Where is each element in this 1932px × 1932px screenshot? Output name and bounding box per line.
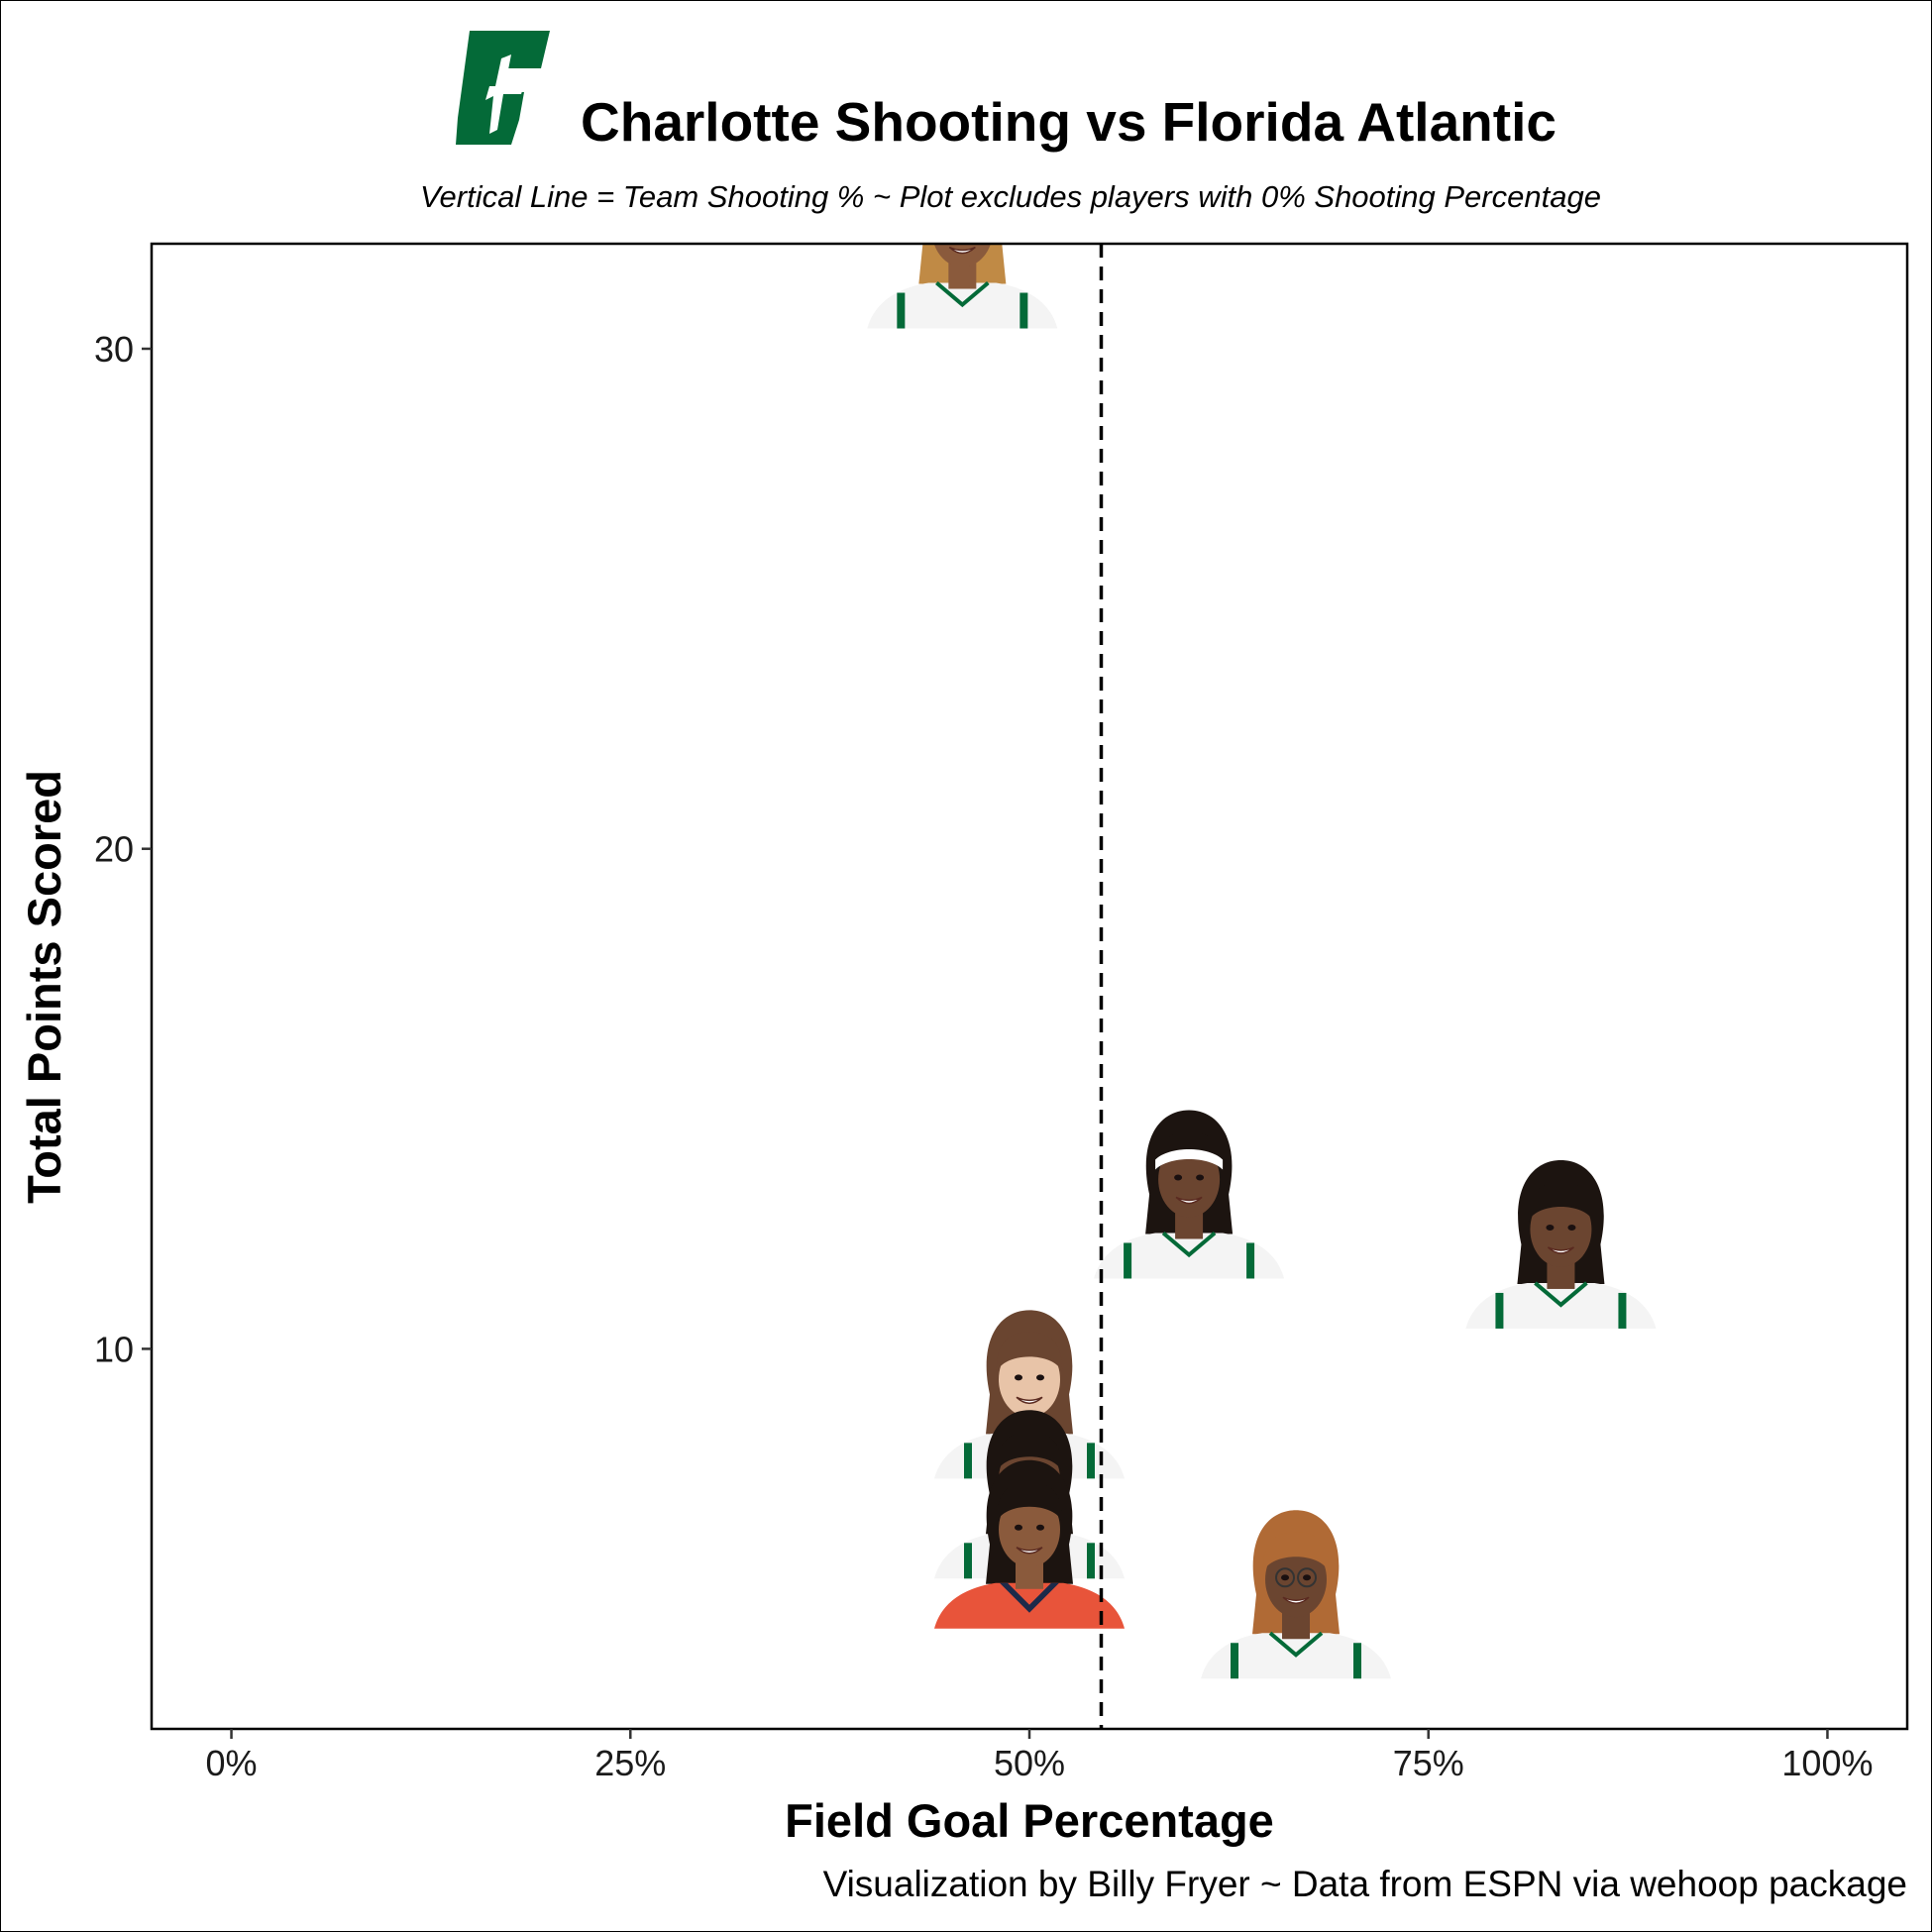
x-axis-title: Field Goal Percentage xyxy=(785,1794,1274,1847)
charlotte-logo-icon xyxy=(456,31,550,145)
player-headshot-point xyxy=(1094,1110,1285,1279)
x-tick-label: 25% xyxy=(594,1743,666,1783)
points-layer xyxy=(867,244,1657,1679)
player-headshot-point xyxy=(867,244,1058,329)
y-axis-title: Total Points Scored xyxy=(18,770,70,1204)
y-tick-label: 20 xyxy=(94,829,134,870)
y-axis: 10 20 30 xyxy=(94,329,152,1369)
x-tick-label: 100% xyxy=(1781,1743,1873,1783)
y-tick-label: 10 xyxy=(94,1329,134,1369)
x-tick-label: 75% xyxy=(1393,1743,1464,1783)
player-headshot-point xyxy=(1465,1159,1657,1329)
chart-subtitle: Vertical Line = Team Shooting % ~ Plot e… xyxy=(420,179,1601,214)
x-axis: 0% 25% 50% 75% 100% xyxy=(206,1729,1873,1783)
x-tick-label: 0% xyxy=(206,1743,258,1783)
caption: Visualization by Billy Fryer ~ Data from… xyxy=(822,1864,1907,1904)
player-headshot-point xyxy=(934,1459,1125,1629)
x-tick-label: 50% xyxy=(994,1743,1065,1783)
chart-title: Charlotte Shooting vs Florida Atlantic xyxy=(581,91,1556,153)
y-tick-label: 30 xyxy=(94,329,134,370)
player-headshot-point xyxy=(1201,1510,1392,1679)
